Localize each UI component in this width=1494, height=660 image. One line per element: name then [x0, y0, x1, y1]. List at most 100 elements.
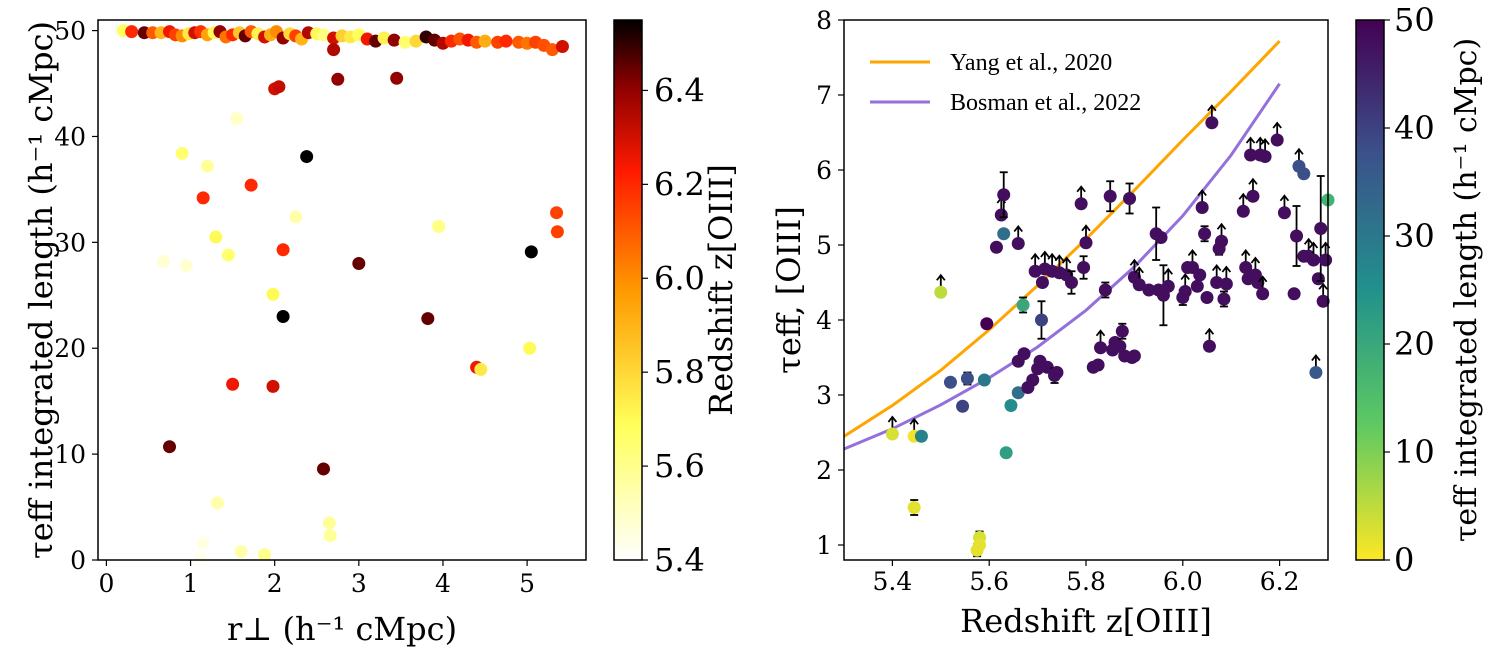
lower-limit-arrowhead — [1257, 275, 1268, 283]
lower-limit-arrowhead — [1211, 264, 1222, 272]
lower-limit-arrowhead — [887, 415, 898, 423]
left-point — [226, 377, 240, 391]
left-point — [352, 257, 366, 271]
right-point — [1011, 386, 1025, 400]
right-point — [1132, 278, 1146, 292]
right-point — [1113, 339, 1127, 353]
lower-limit-arrowhead — [1180, 273, 1190, 281]
right-x-tick-label: 6.2 — [1260, 567, 1300, 596]
right-x-tick-label: 5.4 — [873, 567, 913, 596]
lower-limit-arrowhead — [1163, 267, 1173, 275]
left-colorbar-tick-label: 6.2 — [654, 165, 705, 203]
right-point — [1004, 399, 1018, 412]
right-point — [1287, 287, 1301, 301]
right-y-tick-label: 6 — [816, 156, 832, 185]
left-point — [421, 312, 435, 326]
right-colorbar-label: τeff integrated length (h⁻¹ cMpc) — [1449, 38, 1484, 542]
right-colorbar-tick-label: 0 — [1394, 541, 1414, 579]
left-y-tick-label: 30 — [54, 228, 86, 257]
right-point — [997, 227, 1011, 241]
lower-limit-arrowhead — [1318, 282, 1328, 290]
right-point — [1200, 291, 1214, 304]
left-plot-frame — [97, 19, 587, 561]
left-point — [524, 245, 538, 259]
left-point — [555, 39, 569, 53]
right-x-tick-label: 5.8 — [1066, 567, 1106, 596]
lower-limit-arrowhead — [1207, 104, 1217, 112]
lower-limit-arrowhead — [1047, 252, 1057, 260]
right-y-tick-label: 3 — [816, 381, 832, 410]
right-point — [994, 208, 1008, 222]
left-point — [550, 206, 564, 220]
lower-limit-arrowhead — [1250, 256, 1261, 264]
right-x-ticks: 5.4 5.6 5.8 6.0 6.2 — [873, 560, 1300, 596]
right-y-tick-label: 2 — [816, 456, 832, 485]
left-colorbar-tick-label: 6.0 — [654, 259, 705, 297]
lower-limit-arrowhead — [1187, 249, 1198, 257]
left-point — [258, 548, 272, 562]
right-point — [1314, 222, 1328, 235]
right-point — [1026, 373, 1040, 387]
right-point — [1079, 236, 1093, 250]
lower-limit-arrowhead — [909, 417, 919, 425]
right-point — [997, 188, 1011, 202]
right-point — [1050, 366, 1064, 379]
right-point — [1161, 279, 1175, 293]
right-point — [1094, 341, 1108, 355]
left-point — [323, 529, 337, 543]
right-point — [1277, 206, 1291, 220]
right-point — [999, 446, 1013, 460]
right-colorbar-tick-label: 40 — [1394, 109, 1435, 147]
right-point — [1258, 150, 1272, 163]
left-y-tick-label: 20 — [54, 334, 86, 363]
left-point — [179, 259, 193, 273]
right-x-axis-label: Redshift z[OIII] — [960, 602, 1212, 640]
right-point — [1103, 189, 1117, 203]
left-x-axis-label: r⊥ (h⁻¹ cMpc) — [227, 610, 457, 648]
left-x-tick-label: 5 — [519, 569, 535, 598]
left-scatter-points — [116, 24, 569, 564]
lower-limit-arrowhead — [1216, 222, 1227, 230]
lower-limit-arrowhead — [1221, 265, 1232, 273]
right-point — [1256, 287, 1270, 301]
lower-limit-arrowhead — [1248, 177, 1258, 185]
right-point — [1190, 279, 1204, 293]
left-point — [266, 287, 280, 301]
left-y-tick-label: 40 — [54, 122, 86, 151]
left-point — [327, 43, 341, 57]
left-point — [266, 379, 280, 393]
right-point — [1202, 339, 1216, 353]
right-colorbar-gradient — [1355, 19, 1385, 561]
left-point — [377, 31, 391, 45]
right-point — [1028, 264, 1042, 278]
left-point — [196, 536, 210, 550]
right-point — [934, 285, 948, 299]
legend-label-bosman: Bosman et al., 2022 — [950, 90, 1141, 116]
left-point — [316, 28, 330, 42]
lower-limit-arrowhead — [936, 273, 946, 281]
lower-limit-arrowhead — [1294, 147, 1304, 155]
lower-limit-arrowhead — [1081, 224, 1091, 232]
lower-limit-arrowhead — [1245, 136, 1256, 144]
left-point — [210, 496, 224, 510]
right-point — [1215, 234, 1229, 248]
left-x-tick-label: 2 — [267, 569, 283, 598]
left-point — [387, 33, 401, 47]
right-point — [1316, 294, 1330, 308]
left-point — [244, 178, 258, 192]
left-y-tick-label: 0 — [70, 546, 86, 575]
right-y-tick-label: 4 — [816, 306, 832, 335]
right-point — [1236, 204, 1250, 218]
lower-limit-arrowhead — [1272, 121, 1282, 129]
left-point — [276, 243, 290, 257]
right-point — [1205, 116, 1219, 130]
lower-limit-arrowhead — [1013, 225, 1023, 233]
right-point — [1115, 324, 1129, 338]
left-point — [175, 146, 189, 160]
right-point — [907, 501, 921, 514]
right-point — [1154, 231, 1168, 244]
right-point — [1077, 261, 1091, 274]
right-point — [1011, 237, 1025, 250]
left-point — [125, 25, 139, 39]
left-y-tick-label: 50 — [54, 17, 86, 46]
